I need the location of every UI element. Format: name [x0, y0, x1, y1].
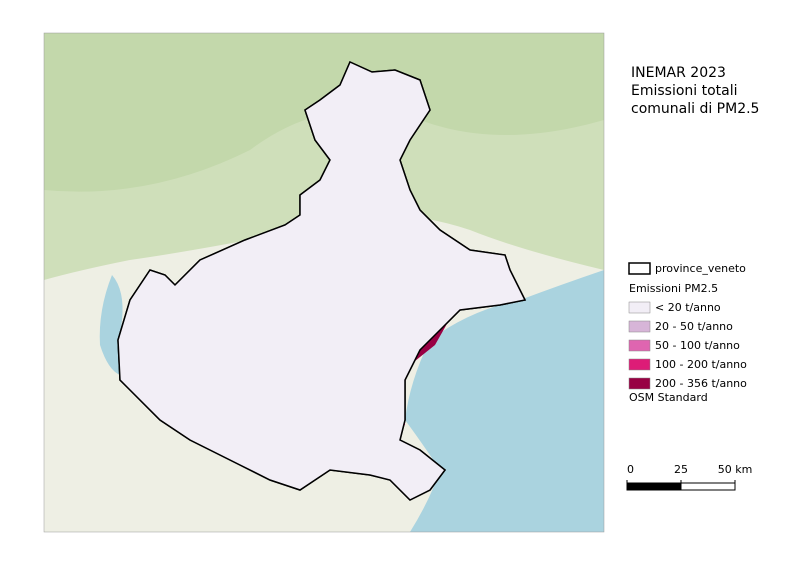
scale-bar: 0 25 50 km: [626, 463, 753, 491]
map-title: comunali di PM2.5: [631, 101, 759, 117]
legend-classes: < 20 t/anno 20 - 50 t/anno 50 - 100 t/anno…: [628, 301, 747, 390]
map-title: INEMAR 2023: [631, 65, 726, 81]
region: [117, 61, 527, 501]
scale-label: 50 km: [718, 463, 753, 476]
lake-garda: [99, 275, 123, 375]
map-title: Emissioni totali: [631, 83, 738, 99]
legend-label: 50 - 100 t/anno: [655, 339, 740, 352]
scale-segment: [626, 482, 682, 491]
scale-label: 0: [627, 463, 634, 476]
legend-label: 200 - 356 t/anno: [655, 377, 747, 390]
legend-swatch: [628, 339, 651, 352]
legend-swatch: [628, 320, 651, 333]
legend-swatch: [628, 377, 651, 390]
sea: [405, 270, 604, 532]
legend-basemap-label: OSM Standard: [629, 391, 708, 404]
legend-boundary-swatch: [628, 262, 651, 275]
legend-swatch: [628, 358, 651, 371]
legend-group-label: Emissioni PM2.5: [629, 282, 718, 295]
legend-label: < 20 t/anno: [655, 301, 721, 314]
scale-label: 25: [674, 463, 688, 476]
legend-label: 100 - 200 t/anno: [655, 358, 747, 371]
legend-boundary-label: province_veneto: [655, 262, 746, 275]
legend-swatch: [628, 301, 651, 314]
map-frame: [43, 32, 605, 533]
legend-label: 20 - 50 t/anno: [655, 320, 733, 333]
scale-segment: [680, 482, 736, 491]
